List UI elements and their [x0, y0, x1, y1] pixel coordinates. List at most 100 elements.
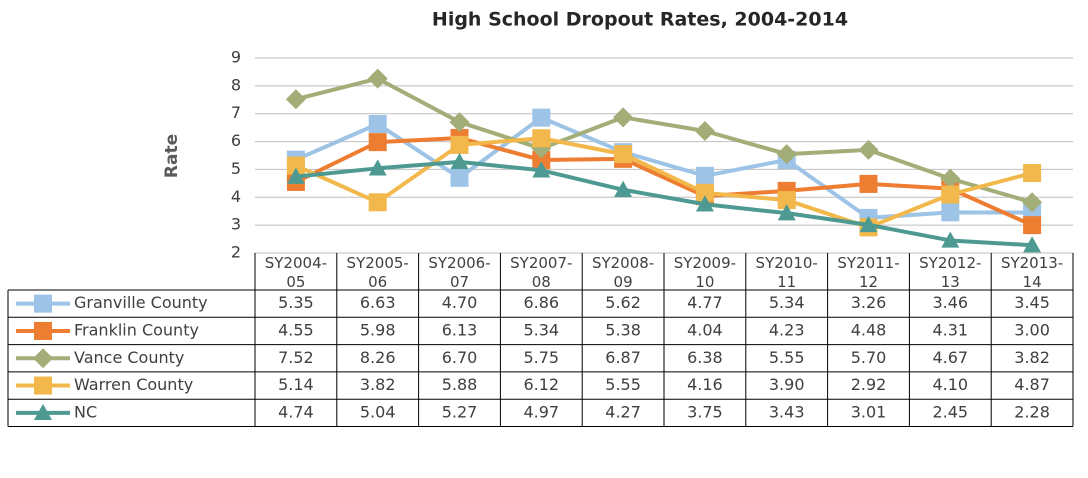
x-tick-label-box: SY2004-05: [264, 254, 328, 290]
marker: [940, 168, 961, 189]
x-tick-label-box: SY2007-08: [510, 254, 573, 290]
table-value: 4.70: [442, 293, 478, 312]
marker: [858, 139, 879, 160]
marker: [286, 167, 305, 184]
legend-label: Warren County: [74, 375, 193, 394]
table-value: 2.28: [1014, 402, 1050, 421]
x-tick-label: SY2004-05: [264, 254, 328, 290]
x-tick-label-box: SY2006-07: [428, 254, 491, 290]
series-line: [295, 159, 1033, 248]
marker: [1023, 236, 1042, 253]
series-line: [295, 136, 1033, 230]
table-value: 5.04: [360, 402, 396, 421]
marker: [368, 159, 387, 176]
table-value: 6.70: [442, 348, 478, 367]
legend-label: NC: [74, 402, 97, 421]
table-value: 6.87: [605, 348, 641, 367]
marker: [1023, 216, 1042, 235]
table-value: 3.82: [1014, 348, 1050, 367]
marker: [859, 174, 878, 193]
table-value: 4.16: [687, 375, 723, 394]
table-value: 4.04: [687, 320, 723, 339]
table-value: 5.55: [769, 348, 805, 367]
legend-label: Franklin County: [74, 320, 199, 339]
table-value: 3.45: [1014, 293, 1050, 312]
marker: [695, 166, 714, 185]
y-tick-label: 5: [231, 159, 241, 178]
table-value: 3.26: [851, 293, 887, 312]
table-value: 3.90: [769, 375, 805, 394]
table-value: 8.26: [360, 348, 396, 367]
marker: [367, 68, 388, 89]
marker: [286, 156, 305, 175]
table-value: 5.35: [278, 293, 314, 312]
x-tick-label: SY2013-14: [1000, 254, 1064, 290]
table-value: 4.31: [932, 320, 968, 339]
series-line: [295, 115, 1033, 220]
table-value: 5.38: [605, 320, 641, 339]
y-tick-label: 7: [231, 103, 241, 122]
marker: [33, 348, 53, 369]
table-value: 4.97: [523, 402, 559, 421]
table-value: 5.98: [360, 320, 396, 339]
table-value: 4.74: [278, 402, 314, 421]
marker: [450, 135, 469, 154]
table-value: 5.34: [769, 293, 805, 312]
table-value: 6.12: [523, 375, 559, 394]
table-value: 2.45: [932, 402, 968, 421]
y-tick-label: 8: [231, 75, 241, 94]
x-tick-label: SY2006-07: [428, 254, 491, 290]
legend-label: Vance County: [74, 348, 184, 367]
table-value: 4.55: [278, 320, 314, 339]
table-value: 4.10: [932, 375, 968, 394]
x-tick-label-box: SY2012-13: [919, 254, 982, 290]
marker: [450, 152, 469, 170]
table-value: 5.27: [442, 402, 478, 421]
marker: [34, 294, 52, 313]
series-line: [295, 135, 1033, 227]
x-tick-label-box: SY2013-14: [1000, 254, 1064, 290]
marker: [694, 120, 715, 141]
marker: [532, 129, 551, 148]
table-value: 4.27: [605, 402, 641, 421]
table-value: 5.55: [605, 375, 641, 394]
x-tick-label: SY2008-09: [591, 254, 655, 290]
table-value: 6.86: [523, 293, 559, 312]
table-value: 4.67: [932, 348, 968, 367]
y-tick-label: 9: [231, 48, 241, 67]
table-value: 5.70: [851, 348, 887, 367]
table-value: 5.14: [278, 375, 314, 394]
marker: [368, 133, 387, 152]
marker: [532, 150, 551, 169]
marker: [532, 108, 551, 127]
marker: [941, 185, 960, 204]
marker: [613, 107, 634, 128]
x-tick-label-box: SY2009-10: [674, 254, 736, 290]
table-value: 4.77: [687, 293, 723, 312]
table-value: 7.52: [278, 348, 314, 367]
marker: [449, 112, 470, 133]
x-tick-label: SY2012-13: [919, 254, 982, 290]
table-value: 4.23: [769, 320, 805, 339]
table-value: 5.75: [523, 348, 559, 367]
table-value: 6.13: [442, 320, 478, 339]
table-value: 2.92: [851, 375, 887, 394]
marker: [859, 215, 878, 233]
marker: [614, 180, 633, 197]
x-tick-label: SY2007-08: [510, 254, 573, 290]
marker: [941, 231, 960, 248]
table-value: 6.63: [360, 293, 396, 312]
marker: [941, 203, 960, 222]
series-line: [295, 76, 1033, 205]
marker: [368, 193, 387, 212]
marker: [532, 161, 551, 178]
marker: [777, 204, 796, 221]
x-tick-label-box: SY2011-12: [837, 254, 899, 290]
y-tick-label: 2: [231, 243, 241, 262]
table-value: 3.43: [769, 402, 805, 421]
x-tick-label: SY2010-11: [755, 254, 818, 290]
marker: [34, 376, 52, 395]
y-tick-label: 3: [231, 215, 241, 234]
x-tick-label-box: SY2008-09: [591, 254, 655, 290]
